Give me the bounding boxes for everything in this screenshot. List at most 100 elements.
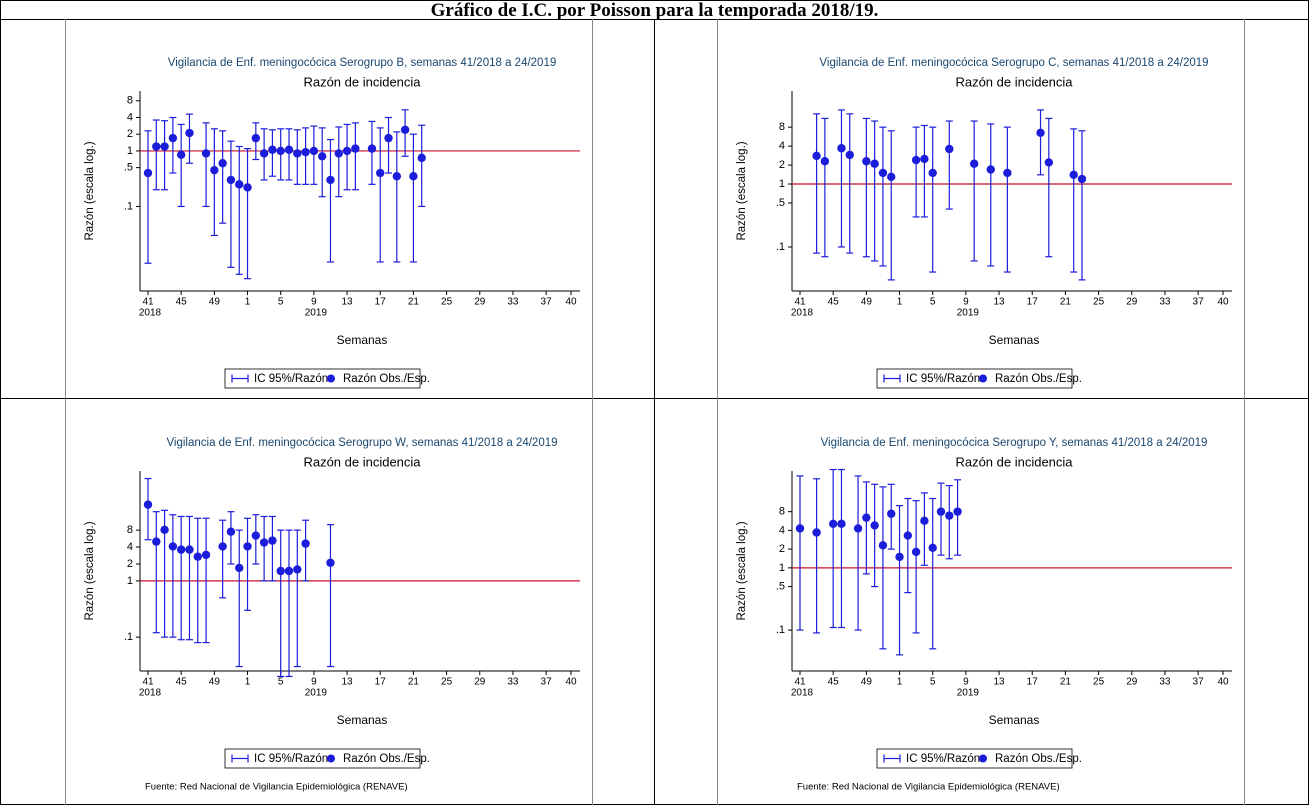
y-tick-label: 8 [127,95,133,107]
x-tick-label: 45 [828,297,840,308]
point [210,165,219,175]
point [795,524,805,533]
y-tick-label: 8 [127,524,133,536]
point [226,527,236,536]
x-tick-label: 9 [963,297,969,308]
point [259,149,269,158]
year-label: 2018 [139,688,162,699]
x-tick-label: 21 [408,677,420,688]
point [945,144,954,154]
x-tick-label: 25 [441,677,453,688]
y-tick-label: 4 [127,111,133,123]
x-tick-label: 37 [1193,297,1205,308]
x-tick-label: 1 [897,677,903,688]
x-tick-label: 21 [1060,297,1072,308]
point [309,146,319,156]
x-tick-label: 25 [1093,297,1105,308]
point [911,547,921,557]
x-tick-label: 45 [176,677,188,688]
point [160,142,169,151]
x-tick-label: 5 [278,297,284,308]
point [284,566,294,576]
x-tick-label: 17 [375,677,387,688]
y-tick-label: 8 [779,506,785,518]
chart-subtitle: Razón de incidencia [955,454,1073,469]
x-tick-label: 29 [474,677,486,688]
point [392,172,402,181]
legend-label: IC 95%/Razón [906,373,980,385]
year-label: 2018 [791,308,814,319]
y-tick-label: .5 [124,162,133,174]
legend-label: Razón Obs./Esp. [343,373,430,385]
point [218,542,227,551]
year-label: 2019 [305,688,328,699]
x-tick-label: 9 [963,677,969,688]
y-axis-label: Razón (escala log.) [84,521,96,620]
legend-symbol [979,754,987,763]
x-tick-label: 17 [375,297,387,308]
point [176,545,186,554]
point [243,183,252,192]
point [259,538,269,547]
point [920,154,929,164]
x-tick-label: 13 [341,297,353,308]
x-axis-label: Semanas [989,713,1040,727]
point [878,168,888,178]
point [326,175,335,185]
point [276,146,285,156]
point [969,159,979,168]
point [317,152,327,161]
x-tick-label: 9 [311,677,317,688]
point [945,511,954,520]
year-label: 2019 [305,308,328,319]
point [1077,174,1087,184]
point [351,144,360,153]
y-tick-label: 2 [779,159,785,171]
point [251,133,261,143]
legend-label: Razón Obs./Esp. [995,373,1082,385]
point [201,550,211,560]
legend-label: IC 95%/Razón [906,753,980,765]
y-axis-label: Razón (escala log.) [736,521,748,620]
y-tick-label: 1 [127,145,133,157]
legend-label: IC 95%/Razón [254,373,328,385]
legend-symbol [327,374,335,383]
x-tick-label: 29 [474,297,486,308]
x-tick-label: 33 [1159,677,1171,688]
x-tick-label: 33 [1159,297,1171,308]
point [845,150,854,160]
x-tick-label: 49 [209,297,221,308]
x-tick-label: 13 [341,677,353,688]
point [853,524,863,533]
table-title: Gráfico de I.C. por Poisson para la temp… [1,1,1308,20]
point [268,536,277,545]
point [301,147,310,157]
x-tick-label: 5 [930,297,936,308]
x-tick-label: 29 [1126,677,1138,688]
point [400,125,410,135]
year-label: 2019 [957,688,980,699]
y-tick-label: 4 [779,524,785,536]
point [928,543,937,552]
x-tick-label: 5 [930,677,936,688]
legend-label: IC 95%/Razón [254,753,328,765]
x-tick-label: 41 [794,297,806,308]
x-tick-label: 37 [541,297,553,308]
point [185,545,194,554]
chart-title: Vigilancia de Enf. meningocócica Serogru… [166,437,557,449]
year-label: 2019 [957,308,980,319]
x-tick-label: 40 [1217,297,1229,308]
y-tick-label: 2 [779,543,785,555]
x-tick-label: 37 [541,677,553,688]
x-tick-label: 49 [209,677,221,688]
point [812,151,821,161]
point [911,155,921,165]
x-tick-label: 5 [278,677,284,688]
point [920,516,929,526]
y-tick-label: 2 [127,558,133,570]
x-tick-label: 9 [311,297,317,308]
y-tick-label: 1 [779,178,785,190]
x-tick-label: 49 [861,297,873,308]
point [342,146,352,156]
x-tick-label: 33 [507,677,519,688]
